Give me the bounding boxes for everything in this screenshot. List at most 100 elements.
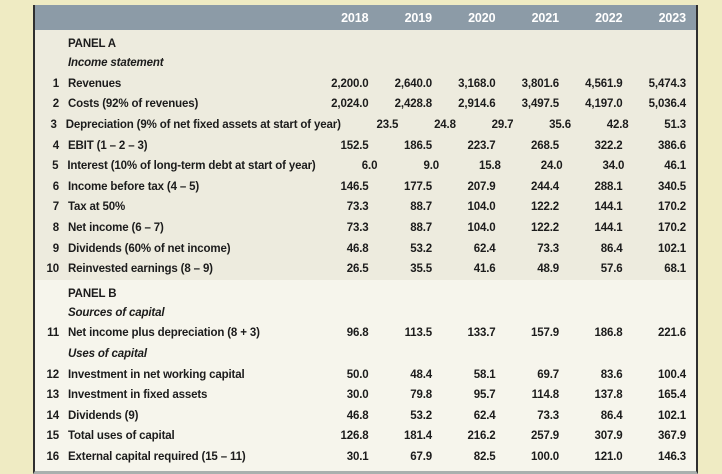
row-number: 7 — [52, 201, 59, 214]
value-cell: 340.5 — [657, 180, 686, 193]
row-number: 4 — [52, 139, 59, 152]
value-cell: 165.4 — [657, 389, 686, 402]
value-cell: 367.9 — [657, 430, 686, 443]
panel-row: PANEL B — [35, 279, 696, 303]
row-label: Income statement — [68, 57, 164, 70]
value-cell: 5,474.3 — [648, 77, 686, 90]
row-number: 15 — [46, 430, 60, 443]
table-row: 8 Net income (6 – 7) 73.3 88.7 104.0 122.2 144… — [35, 217, 696, 239]
value-cell: 102.1 — [657, 242, 686, 255]
table-row: 13 Investment in fixed assets 30.0 79.8 95.7… — [35, 384, 696, 406]
row-number: 10 — [46, 263, 60, 276]
value-cell: 2,428.8 — [394, 98, 432, 111]
panel-row: PANEL A — [35, 30, 696, 53]
row-number: 16 — [46, 450, 60, 463]
row-label: Uses of capital — [68, 348, 147, 361]
value-cell: 82.5 — [473, 450, 496, 463]
value-cell: 86.4 — [600, 409, 623, 422]
table-row: 1 Revenues 2,200.0 2,640.0 3,168.0 3,801.6 4,5… — [35, 73, 696, 95]
value-cell: 186.5 — [403, 139, 432, 152]
value-cell: 186.8 — [594, 327, 623, 340]
year-column-header: 2022 — [595, 10, 623, 25]
row-label: Costs (92% of revenues) — [68, 98, 199, 111]
value-cell: 104.0 — [467, 201, 496, 214]
year-column-header: 2021 — [531, 10, 560, 25]
value-cell: 2,640.0 — [394, 77, 432, 90]
value-cell: 73.3 — [346, 201, 369, 214]
table-row: 16 External capital required (15 – 11) 30.… — [35, 446, 696, 468]
value-cell: 2,024.0 — [331, 98, 369, 111]
table-row: 7 Tax at 50% 73.3 88.7 104.0 122.2 144.1 170.2 — [35, 197, 696, 218]
row-label: Tax at 50% — [68, 201, 126, 214]
row-label: Net income (6 – 7) — [68, 222, 164, 235]
value-cell: 133.7 — [467, 327, 496, 340]
table-row: 6 Income before tax (4 – 5) 146.5 177.5 207.… — [35, 176, 696, 198]
row-label: Investment in fixed assets — [68, 389, 208, 402]
value-cell: 69.7 — [537, 368, 559, 381]
table-row: 2 Costs (92% of revenues) 2,024.0 2,428.8 2,… — [35, 94, 696, 115]
value-cell: 88.7 — [410, 222, 432, 235]
value-cell: 4,561.9 — [585, 77, 623, 90]
section-row: Uses of capital — [35, 343, 696, 365]
row-label: Interest (10% of long-term debt at start… — [67, 160, 316, 173]
value-cell: 170.2 — [657, 222, 686, 235]
row-label: Income before tax (4 – 5) — [68, 180, 200, 193]
value-cell: 157.9 — [530, 327, 559, 340]
value-cell: 46.1 — [664, 160, 686, 173]
value-cell: 146.5 — [340, 180, 369, 193]
value-cell: 48.4 — [410, 368, 432, 381]
table-row: 10 Reinvested earnings (8 – 9) 26.5 35.5 41.… — [35, 258, 696, 280]
value-cell: 24.8 — [434, 119, 456, 132]
value-cell: 122.2 — [530, 201, 559, 214]
row-label: PANEL B — [68, 287, 117, 300]
value-cell: 83.6 — [600, 368, 623, 381]
value-cell: 3,168.0 — [458, 77, 496, 90]
value-cell: 170.2 — [657, 201, 686, 214]
table-row: 14 Dividends (9) 46.8 53.2 62.4 73.3 86.4 102.1 — [35, 405, 696, 427]
value-cell: 88.7 — [410, 201, 432, 214]
row-label: External capital required (15 – 11) — [68, 450, 246, 463]
row-number: 13 — [46, 389, 60, 402]
row-label: Revenues — [68, 77, 122, 90]
value-cell: 113.5 — [404, 327, 433, 340]
value-cell: 48.9 — [537, 263, 559, 276]
value-cell: 58.1 — [473, 368, 496, 381]
value-cell: 126.8 — [340, 430, 369, 443]
value-cell: 114.8 — [531, 389, 560, 402]
value-cell: 137.8 — [594, 389, 623, 402]
value-cell: 144.1 — [594, 222, 623, 235]
value-cell: 146.3 — [657, 450, 686, 463]
value-cell: 42.8 — [606, 119, 629, 132]
value-cell: 23.5 — [376, 119, 399, 132]
value-cell: 68.1 — [664, 263, 686, 276]
row-number: 2 — [52, 98, 59, 111]
year-column-header: 2023 — [658, 10, 687, 25]
value-cell: 216.2 — [467, 430, 496, 443]
value-cell: 386.6 — [657, 139, 686, 152]
table-row: 9 Dividends (60% of net income) 46.8 53.2 62… — [35, 238, 696, 259]
table-row: 12 Investment in net working capital 50.0 4… — [35, 364, 696, 385]
row-number: 14 — [46, 409, 60, 422]
value-cell: 73.3 — [537, 242, 559, 255]
section-row: Sources of capital — [35, 302, 696, 324]
value-cell: 2,914.6 — [458, 98, 496, 111]
table-body: PANEL A Income statement 1 Revenues 2,200.0 2… — [35, 30, 696, 468]
value-cell: 79.8 — [410, 389, 432, 402]
financial-planning-table: 2018 2019 2020 2021 2022 2023 PANEL A Income s… — [33, 5, 698, 474]
value-cell: 268.5 — [530, 139, 559, 152]
row-label: Sources of capital — [68, 306, 165, 319]
value-cell: 223.7 — [467, 139, 496, 152]
value-cell: 9.0 — [423, 160, 440, 173]
row-number: 5 — [52, 160, 59, 173]
value-cell: 2,200.0 — [331, 77, 369, 90]
value-cell: 41.6 — [473, 263, 496, 276]
table-row: 5 Interest (10% of long-term debt at star… — [35, 155, 696, 177]
row-number: 6 — [52, 180, 59, 193]
row-label: PANEL A — [68, 38, 116, 50]
row-number: 9 — [52, 242, 59, 255]
table-row: 11 Net income plus depreciation (8 + 3) 96… — [35, 323, 696, 344]
value-cell: 95.7 — [473, 389, 496, 402]
value-cell: 244.4 — [530, 180, 559, 193]
value-cell: 100.4 — [657, 368, 686, 381]
value-cell: 102.1 — [657, 409, 686, 422]
